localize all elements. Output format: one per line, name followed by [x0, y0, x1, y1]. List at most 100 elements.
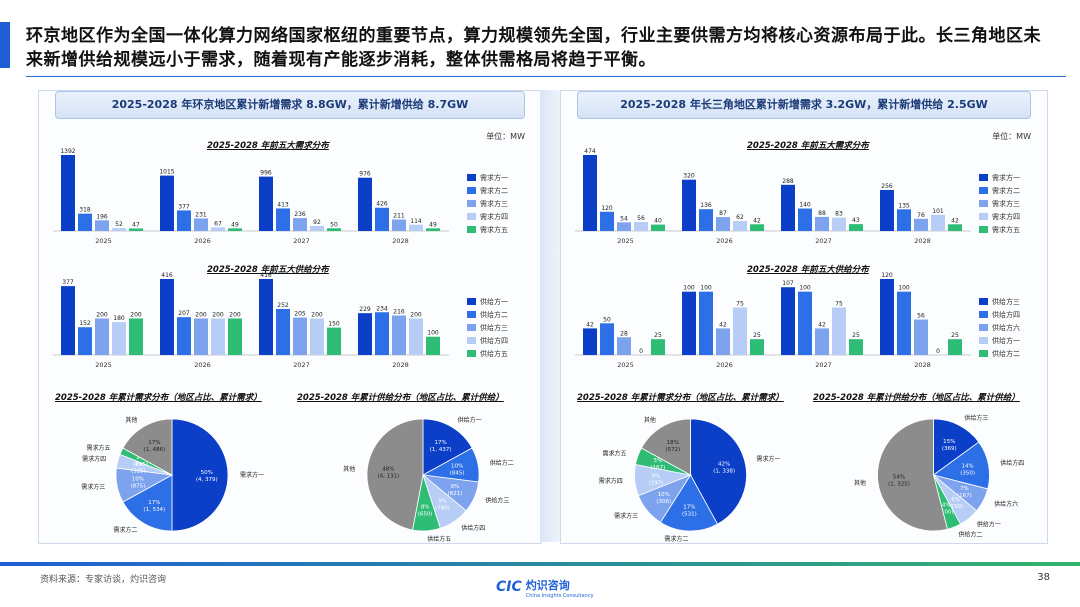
banner-yangtze: 2025-2028 年长三角地区累计新增需求 3.2GW，累计新增供给 2.5G…	[577, 91, 1031, 119]
bar	[177, 317, 191, 355]
slice-pct: 10%	[451, 463, 463, 469]
bar	[211, 318, 225, 355]
bar	[375, 312, 389, 355]
legend-swatch	[467, 311, 476, 318]
data-label: 474	[584, 148, 596, 155]
bar	[583, 155, 597, 231]
bar	[750, 339, 764, 355]
footer-logo: CIC 灼识咨询 China Insights Consultancy	[496, 574, 594, 600]
slice-label: 需求方四	[82, 455, 106, 463]
bar	[849, 224, 863, 231]
legend-swatch	[979, 187, 988, 194]
slice-label: 供给方六	[994, 500, 1018, 508]
data-label: 120	[881, 272, 893, 279]
legend-label: 需求方四	[992, 212, 1020, 221]
pie-slice	[877, 418, 948, 532]
slice-value: (306)	[656, 499, 671, 505]
slice-value: (100)	[939, 509, 954, 515]
data-label: 229	[359, 306, 371, 313]
bar	[112, 322, 126, 355]
slice-label: 供给方三	[485, 496, 509, 504]
data-label: 205	[294, 311, 306, 318]
slice-label: 需求方一	[756, 455, 780, 463]
tick-label: 2027	[293, 237, 310, 245]
slice-pct: 10%	[658, 492, 670, 498]
legend-swatch	[979, 174, 988, 181]
pie-title-demand: 2025-2028 年累计需求分布（地区占比、累计需求）	[577, 393, 784, 403]
slice-label: 供给方二	[959, 531, 983, 539]
data-label: 101	[932, 208, 944, 215]
data-label: 288	[782, 178, 794, 185]
bar	[327, 327, 341, 355]
data-label: 107	[782, 280, 794, 287]
panel-jingjin: 2025-2028 年环京地区累计新增需求 8.8GW，累计新增供给 8.7GW…	[38, 90, 542, 544]
bar	[61, 155, 75, 231]
legend-label: 供给方二	[992, 349, 1020, 358]
legend-swatch	[467, 187, 476, 194]
legend-item: 供给方二	[467, 308, 508, 321]
bar	[409, 318, 423, 355]
bar	[733, 307, 747, 355]
bar	[931, 214, 945, 231]
legend-swatch	[979, 350, 988, 357]
legend-swatch	[979, 200, 988, 207]
bar	[228, 228, 242, 231]
bar	[880, 189, 894, 231]
pie-title-demand: 2025-2028 年累计需求分布（地区占比、累计需求）	[55, 393, 262, 403]
tick-label: 2026	[716, 361, 733, 369]
pie-chart-supply-yangtze: 15%(369) 供给方三 14%(350) 供给方四 7%(167) 供给方六 6%(15…	[854, 414, 1024, 539]
bar	[849, 339, 863, 355]
slice-value: (875)	[130, 484, 145, 490]
data-label: 40	[654, 218, 662, 225]
legend-swatch	[979, 311, 988, 318]
bar-title-demand: 2025-2028 年前五大需求分布	[207, 141, 329, 151]
legend-item: 需求方三	[979, 197, 1020, 210]
data-label: 75	[835, 301, 843, 308]
tick-label: 2028	[392, 361, 409, 369]
legend-label: 供给方四	[992, 310, 1020, 319]
data-label: 52	[115, 221, 123, 228]
tick-label: 2026	[194, 361, 211, 369]
legend-swatch	[467, 324, 476, 331]
slice-value: (1, 486)	[143, 447, 165, 453]
bar-title-supply: 2025-2028 年前五大供给分布	[207, 265, 329, 275]
bar	[426, 228, 440, 231]
legend-label: 需求方三	[480, 199, 508, 208]
bar	[914, 319, 928, 355]
data-label: 42	[586, 321, 594, 328]
slice-pct: 9%	[652, 473, 661, 479]
slice-pct: 17%	[148, 500, 160, 506]
data-label: 42	[719, 321, 727, 328]
bar	[228, 318, 242, 355]
bar-chart-demand-jingjin: 1392 318 196 52 47 2025 1015 377 231 67 49 2026 996 4…	[53, 148, 449, 245]
data-label: 28	[620, 330, 628, 337]
data-label: 100	[427, 330, 439, 337]
bar	[914, 218, 928, 231]
source-note: 资料来源：专家访谈，灼识咨询	[40, 575, 167, 585]
legend-swatch	[467, 213, 476, 220]
legend-label: 需求方四	[480, 212, 508, 221]
slice-label: 需求方二	[113, 526, 137, 534]
legend-label: 供给方六	[992, 323, 1020, 332]
pie-slice	[640, 418, 691, 476]
data-label: 426	[376, 201, 388, 208]
bar	[293, 218, 307, 231]
legend-label: 供给方二	[480, 310, 508, 319]
legend-label: 供给方三	[992, 297, 1020, 306]
data-label: 377	[62, 279, 74, 286]
pie-slice	[171, 418, 229, 532]
data-label: 50	[330, 221, 338, 228]
slice-label: 供给方四	[1000, 459, 1024, 467]
bar	[129, 318, 143, 355]
bar	[426, 336, 440, 355]
bar-chart-supply-yangtze: 42 50 28 0 25 2025 100 100 42 75 25 2026 107 100 42 75 2…	[575, 272, 971, 369]
bar	[897, 291, 911, 355]
slice-pct: 48%	[382, 467, 394, 473]
bar	[160, 279, 174, 355]
legend-supply-yangtze: 供给方三 供给方四 供给方六 供给方一 供给方二	[979, 295, 1020, 360]
tick-label: 2028	[392, 237, 409, 245]
pie-slice	[122, 474, 173, 532]
slice-pct: 17%	[683, 505, 695, 511]
data-label: 87	[719, 210, 727, 217]
